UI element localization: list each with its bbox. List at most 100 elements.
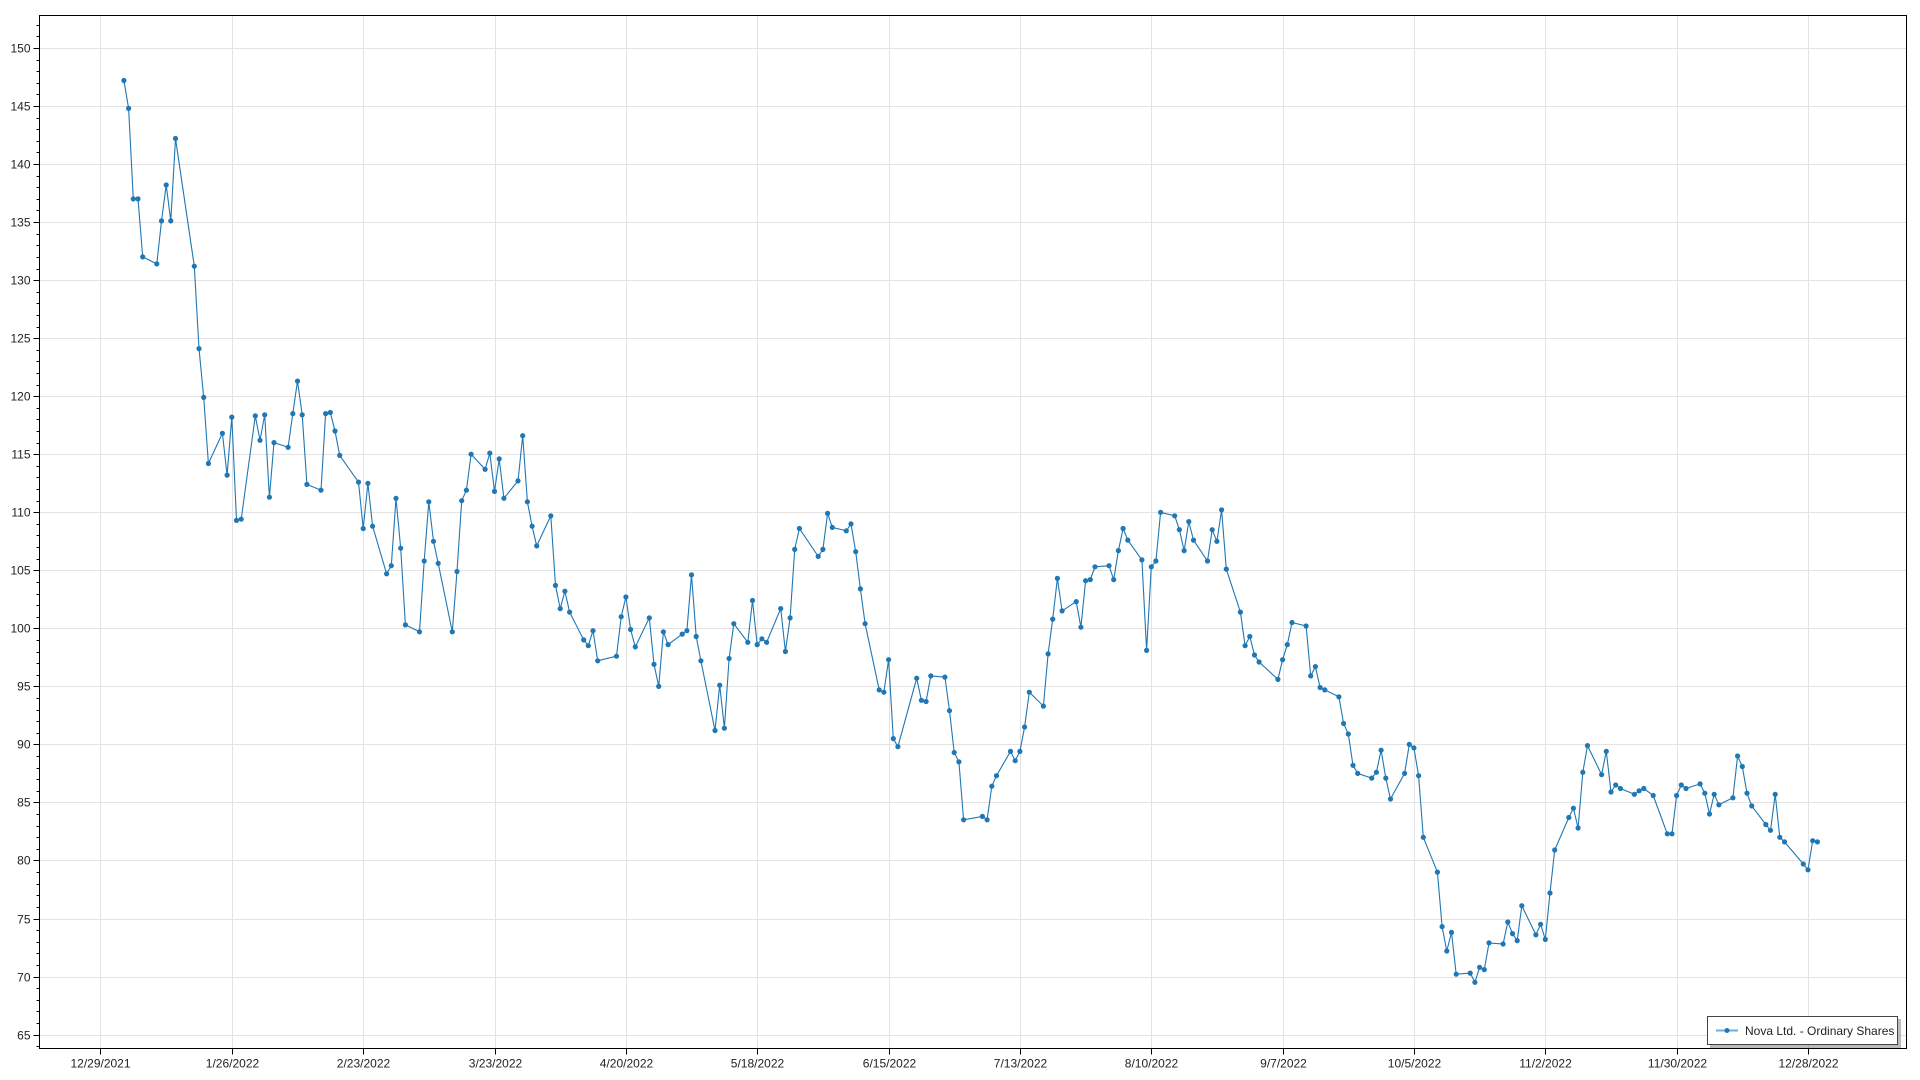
data-point: [1045, 651, 1051, 657]
data-point: [1500, 941, 1506, 947]
data-point: [843, 528, 849, 534]
data-point: [1683, 785, 1689, 792]
data-point: [1148, 564, 1154, 570]
data-point: [1083, 578, 1089, 584]
data-point: [1312, 664, 1318, 670]
data-point: [778, 606, 784, 612]
legend-label: Nova Ltd. - Ordinary Shares: [1745, 1024, 1894, 1038]
data-point: [881, 689, 887, 695]
data-point: [1481, 967, 1487, 973]
legend: Nova Ltd. - Ordinary Shares: [1707, 1016, 1901, 1048]
data-point: [416, 629, 423, 635]
data-point: [1411, 745, 1417, 751]
data-point: [1603, 748, 1609, 755]
data-point: [1209, 527, 1215, 533]
data-point: [914, 675, 920, 681]
data-point: [304, 481, 310, 487]
data-point: [1355, 770, 1361, 777]
data-point: [1781, 839, 1788, 845]
y-tick-label: 125: [10, 332, 30, 346]
y-tick-label: 110: [11, 506, 30, 520]
data-point: [229, 414, 235, 420]
data-point: [327, 409, 333, 416]
data-point: [140, 254, 146, 260]
data-point: [1664, 831, 1670, 837]
data-point: [1073, 599, 1079, 605]
data-point: [562, 588, 568, 594]
data-point: [1406, 741, 1412, 748]
data-point: [224, 472, 230, 478]
data-point: [355, 479, 362, 485]
data-point: [557, 606, 563, 612]
data-point: [318, 487, 324, 493]
x-tick-label: 5/18/2022: [731, 1057, 785, 1071]
data-point: [252, 413, 258, 419]
data-point: [482, 466, 488, 472]
data-point: [1219, 507, 1225, 513]
data-point: [1204, 558, 1211, 564]
data-point: [1345, 731, 1351, 737]
data-point: [1810, 838, 1816, 844]
data-point: [876, 687, 882, 693]
data-point: [895, 744, 901, 750]
data-point: [1669, 831, 1675, 837]
x-tick-label: 3/23/2022: [469, 1057, 523, 1071]
data-point: [665, 642, 671, 648]
data-point: [205, 460, 211, 467]
gridlines: [39, 15, 1907, 1049]
data-point: [290, 411, 296, 417]
data-point: [1744, 790, 1750, 796]
y-tick-label: 135: [10, 216, 30, 230]
data-point: [1575, 825, 1581, 831]
data-point: [154, 261, 160, 267]
data-point: [168, 218, 174, 224]
data-point: [1111, 577, 1117, 583]
y-tick-label: 75: [17, 913, 31, 927]
data-point: [1716, 802, 1722, 808]
data-point: [1308, 673, 1314, 679]
data-point: [1280, 657, 1286, 663]
data-point: [1214, 538, 1220, 544]
data-point: [829, 524, 835, 531]
data-point: [993, 773, 1000, 779]
data-point: [693, 633, 699, 640]
data-point: [759, 636, 765, 642]
data-point: [172, 135, 179, 142]
data-point: [585, 643, 591, 649]
data-point: [1444, 948, 1450, 954]
data-point: [1547, 890, 1553, 896]
data-point: [567, 609, 573, 615]
y-tick-label: 150: [10, 42, 30, 56]
data-point: [1144, 647, 1150, 654]
data-point: [1552, 847, 1558, 853]
data-point: [698, 658, 704, 664]
legend-marker: [1724, 1028, 1730, 1033]
data-point: [1181, 548, 1187, 554]
data-point: [1566, 814, 1572, 821]
data-point: [1322, 687, 1328, 693]
data-point: [581, 637, 587, 643]
y-axis: 65 70 75 80 85 90 95 100 105 110 115 120 125 130 135 14…: [10, 25, 40, 1047]
data-point: [135, 196, 141, 202]
data-point: [1378, 747, 1384, 753]
data-point: [688, 572, 695, 578]
x-tick-label: 8/10/2022: [1125, 1057, 1179, 1071]
data-point: [1284, 642, 1290, 648]
data-point: [792, 546, 798, 553]
data-point: [1439, 924, 1445, 930]
data-point: [163, 182, 169, 188]
data-point: [1186, 519, 1192, 525]
data-point: [158, 218, 165, 224]
x-tick-label: 12/28/2022: [1778, 1057, 1838, 1071]
data-point: [1678, 782, 1684, 788]
x-tick-label: 6/15/2022: [863, 1057, 917, 1071]
data-point: [712, 727, 718, 734]
data-point: [1805, 867, 1811, 873]
data-point: [449, 629, 455, 635]
data-point: [487, 450, 493, 456]
data-point: [1190, 537, 1197, 543]
data-point: [679, 631, 685, 637]
y-tick-label: 145: [10, 100, 30, 114]
data-point: [1542, 936, 1548, 943]
